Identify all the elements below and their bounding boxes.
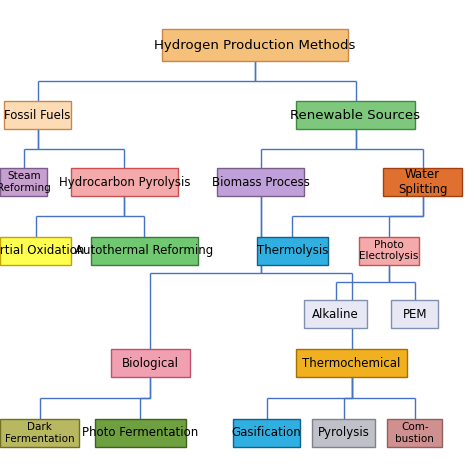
- Text: Com-
bustion: Com- bustion: [395, 422, 434, 444]
- FancyBboxPatch shape: [71, 168, 178, 196]
- Text: Steam
Reforming: Steam Reforming: [0, 172, 51, 193]
- Text: Pyrolysis: Pyrolysis: [318, 427, 370, 439]
- FancyBboxPatch shape: [233, 419, 300, 447]
- Text: Photo Fermentation: Photo Fermentation: [82, 427, 198, 439]
- FancyBboxPatch shape: [0, 168, 47, 196]
- Text: PEM: PEM: [402, 308, 427, 321]
- Text: Thermochemical: Thermochemical: [302, 356, 401, 370]
- FancyBboxPatch shape: [257, 237, 328, 265]
- FancyBboxPatch shape: [95, 419, 186, 447]
- FancyBboxPatch shape: [387, 419, 442, 447]
- FancyBboxPatch shape: [296, 101, 415, 129]
- Text: Renewable Sources: Renewable Sources: [291, 109, 420, 122]
- Text: Autothermal Reforming: Autothermal Reforming: [75, 244, 213, 257]
- FancyBboxPatch shape: [304, 300, 367, 328]
- FancyBboxPatch shape: [296, 349, 407, 377]
- Text: Fossil Fuels: Fossil Fuels: [4, 109, 71, 122]
- Text: Alkaline: Alkaline: [312, 308, 359, 321]
- FancyBboxPatch shape: [391, 300, 438, 328]
- FancyBboxPatch shape: [4, 101, 71, 129]
- Text: Hydrogen Production Methods: Hydrogen Production Methods: [154, 39, 356, 52]
- FancyBboxPatch shape: [162, 29, 347, 61]
- FancyBboxPatch shape: [0, 419, 79, 447]
- FancyBboxPatch shape: [217, 168, 304, 196]
- Text: Biomass Process: Biomass Process: [212, 176, 310, 189]
- Text: Hydrocarbon Pyrolysis: Hydrocarbon Pyrolysis: [59, 176, 190, 189]
- Text: Gasification: Gasification: [232, 427, 301, 439]
- FancyBboxPatch shape: [91, 237, 198, 265]
- FancyBboxPatch shape: [110, 349, 190, 377]
- Text: Water
Splitting: Water Splitting: [398, 168, 447, 196]
- Text: Biological: Biological: [122, 356, 179, 370]
- FancyBboxPatch shape: [383, 168, 462, 196]
- Text: Partial Oxidation: Partial Oxidation: [0, 244, 85, 257]
- FancyBboxPatch shape: [0, 237, 71, 265]
- Text: Dark
Fermentation: Dark Fermentation: [5, 422, 74, 444]
- Text: Photo
Electrolysis: Photo Electrolysis: [359, 240, 419, 262]
- FancyBboxPatch shape: [312, 419, 375, 447]
- Text: Thermolysis: Thermolysis: [256, 244, 328, 257]
- FancyBboxPatch shape: [359, 237, 419, 265]
